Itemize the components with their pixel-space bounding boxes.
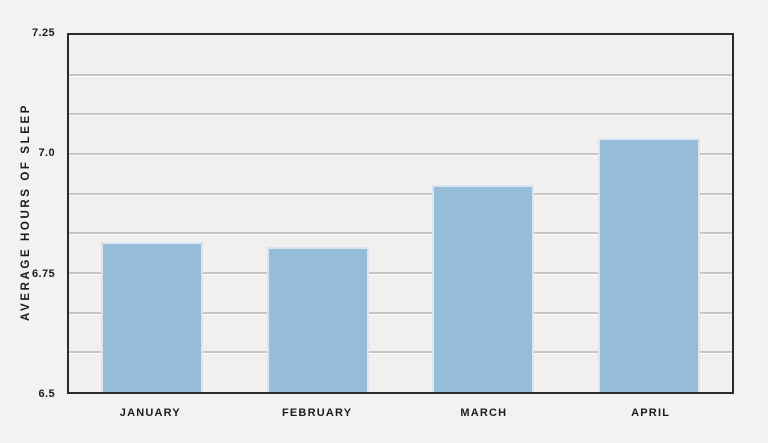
gridline: [69, 311, 732, 315]
gridline: [69, 232, 732, 236]
bar-slot-march: [401, 35, 567, 392]
x-axis-label-april: APRIL: [631, 407, 671, 419]
x-axis-label-january: JANUARY: [119, 407, 181, 419]
y-tick-label-7.0: 7.0: [38, 147, 55, 160]
gridline: [69, 73, 732, 77]
gridline: [69, 152, 732, 156]
y-tick-label-6.5: 6.5: [38, 388, 55, 400]
gridline: [69, 351, 732, 355]
x-axis-label-february: FEBRUARY: [281, 407, 353, 419]
bar-march: [432, 185, 535, 392]
y-tick-label-6.75: 6.75: [31, 267, 55, 280]
plot-area: [67, 33, 734, 394]
bars-container: [69, 35, 732, 392]
bar-slot-january: [69, 35, 235, 392]
bar-slot-april: [566, 35, 732, 392]
bar-january: [100, 242, 203, 392]
x-axis-labels: JANUARY FEBRUARY MARCH APRIL: [67, 401, 734, 419]
bar-april: [598, 137, 701, 392]
bar-slot-february: [235, 35, 401, 392]
bar-february: [266, 247, 369, 392]
gridline: [69, 271, 732, 275]
gridline: [69, 113, 732, 117]
y-axis-ticks: 7.25 7.0 6.75 6.5: [0, 27, 61, 400]
gridline: [69, 192, 732, 196]
y-tick-label-7.25: 7.25: [31, 27, 55, 39]
x-axis-label-march: MARCH: [460, 407, 508, 419]
